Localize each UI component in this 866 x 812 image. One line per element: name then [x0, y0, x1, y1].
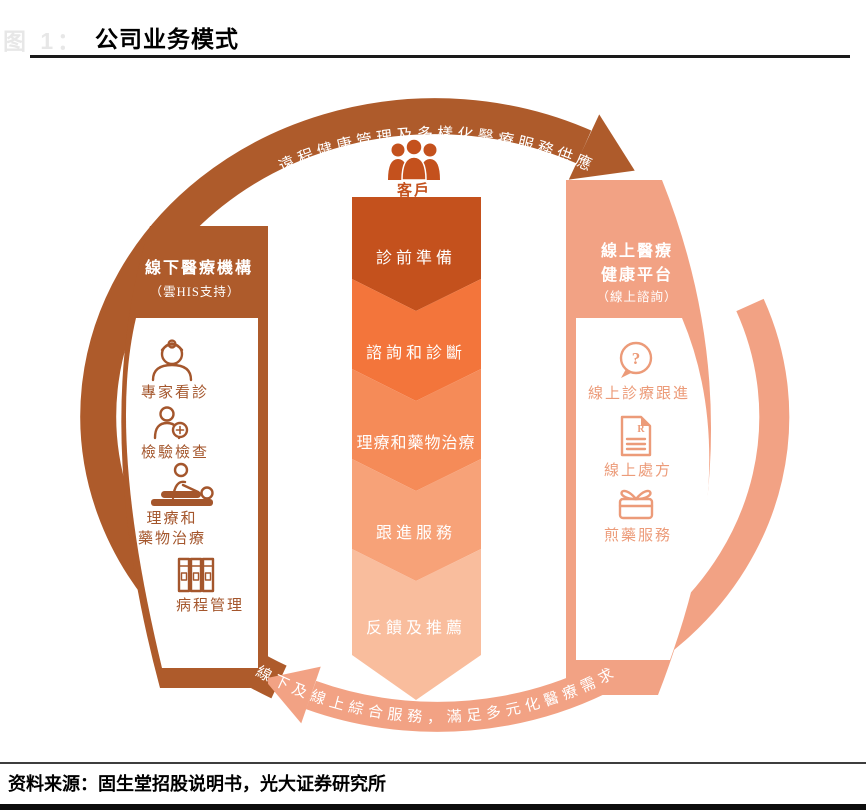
- prescription-icon: R: [620, 415, 652, 457]
- right-panel-inner-box: [576, 318, 710, 660]
- figure-number-watermark: 图 1：: [3, 28, 85, 54]
- svg-text:?: ?: [632, 349, 641, 368]
- footer-divider: [0, 762, 866, 764]
- left-panel-title: 線下醫療機構: [145, 258, 253, 277]
- page-title: 公司业务模式: [95, 26, 239, 52]
- decoction-icon: [618, 489, 654, 520]
- left-item-4-label: 病程管理: [176, 597, 244, 614]
- customer-label: 客戶: [396, 181, 431, 199]
- clockwise-arrowhead-top: [568, 114, 635, 180]
- doctor-icon: [151, 339, 193, 382]
- customers-icon: [388, 138, 440, 181]
- flow-step-1: [352, 197, 481, 311]
- flow-step-3-label: 理療和藥物治療: [356, 434, 475, 452]
- right-panel-subtitle: （線上諮詢）: [596, 289, 677, 304]
- physiotherapy-icon: [151, 462, 214, 506]
- flow-step-4: [352, 459, 481, 581]
- flow-step-5-label: 反饋及推薦: [366, 619, 466, 637]
- flow-step-1-label: 診前準備: [376, 249, 456, 267]
- svg-text:R: R: [637, 424, 645, 435]
- left-panel-subtitle: （雲HIS支持）: [150, 284, 241, 299]
- left-item-1-label: 專家看診: [141, 384, 209, 401]
- left-item-3-label-line1: 理療和: [146, 510, 197, 527]
- question-bubble-icon: ?: [619, 341, 653, 378]
- right-panel-title-line2: 健康平台: [601, 265, 673, 284]
- source-line: 资料来源：固生堂招股说明书，光大证券研究所: [8, 774, 386, 794]
- right-item-1-label: 線上診療跟進: [588, 385, 690, 402]
- flow-step-4-label: 跟進服務: [376, 524, 456, 542]
- right-item-2-label: 線上處方: [604, 462, 672, 479]
- flow-step-2: [352, 279, 481, 401]
- clockwise-arrowhead-bottom: [263, 666, 321, 724]
- examination-icon: [153, 406, 189, 440]
- title-rule: [30, 55, 850, 58]
- flow-step-5: [352, 549, 481, 700]
- case-management-icon: [177, 557, 215, 593]
- bottom-rule: [0, 804, 866, 810]
- flow-step-2-label: 諮詢和診斷: [366, 344, 466, 362]
- left-item-2-label: 檢驗檢查: [141, 444, 209, 461]
- right-panel-title-line1: 線上醫療: [601, 241, 673, 260]
- right-item-3-label: 煎藥服務: [604, 527, 672, 544]
- flow-step-3: [352, 369, 481, 491]
- left-item-3-label-line2: 藥物治療: [138, 530, 206, 547]
